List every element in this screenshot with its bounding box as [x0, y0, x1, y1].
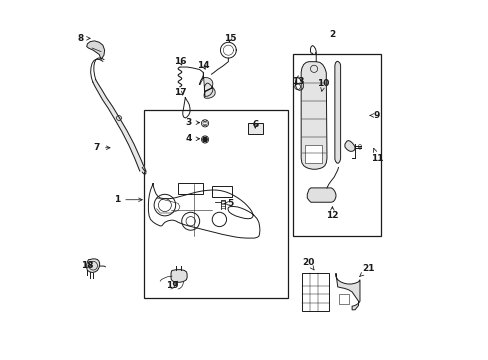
Polygon shape: [171, 270, 187, 282]
Polygon shape: [93, 80, 145, 171]
Polygon shape: [344, 140, 354, 151]
Polygon shape: [86, 41, 104, 59]
Text: 9: 9: [369, 111, 379, 120]
Polygon shape: [199, 72, 215, 98]
Bar: [301, 273, 328, 311]
Bar: [212, 186, 231, 197]
Circle shape: [203, 137, 207, 141]
Bar: [247, 123, 263, 134]
Text: 19: 19: [166, 281, 179, 290]
Text: 10: 10: [317, 79, 329, 91]
Text: 16: 16: [173, 57, 186, 66]
Polygon shape: [306, 188, 335, 202]
Text: 15: 15: [224, 34, 236, 43]
Text: 5: 5: [224, 199, 233, 208]
Text: 6: 6: [252, 120, 258, 129]
Text: 20: 20: [302, 258, 314, 270]
Text: 8: 8: [77, 34, 90, 43]
Bar: [305, 145, 321, 163]
Bar: [292, 54, 380, 235]
Polygon shape: [335, 273, 359, 310]
Polygon shape: [301, 62, 326, 169]
Text: 17: 17: [173, 87, 186, 96]
Text: 21: 21: [359, 265, 374, 276]
Text: 14: 14: [197, 61, 209, 70]
Text: 2: 2: [328, 30, 335, 39]
Bar: [339, 294, 348, 304]
Text: 7: 7: [93, 143, 110, 152]
Polygon shape: [334, 61, 340, 163]
Bar: [178, 183, 203, 194]
Text: 1: 1: [114, 195, 142, 204]
Bar: [144, 110, 287, 298]
Text: 4: 4: [185, 134, 199, 143]
Text: 12: 12: [325, 207, 338, 220]
Polygon shape: [116, 116, 122, 121]
Text: 18: 18: [81, 261, 94, 270]
Text: 3: 3: [185, 118, 199, 127]
Text: 13: 13: [291, 77, 304, 86]
Polygon shape: [86, 259, 100, 273]
Text: 11: 11: [370, 148, 383, 163]
